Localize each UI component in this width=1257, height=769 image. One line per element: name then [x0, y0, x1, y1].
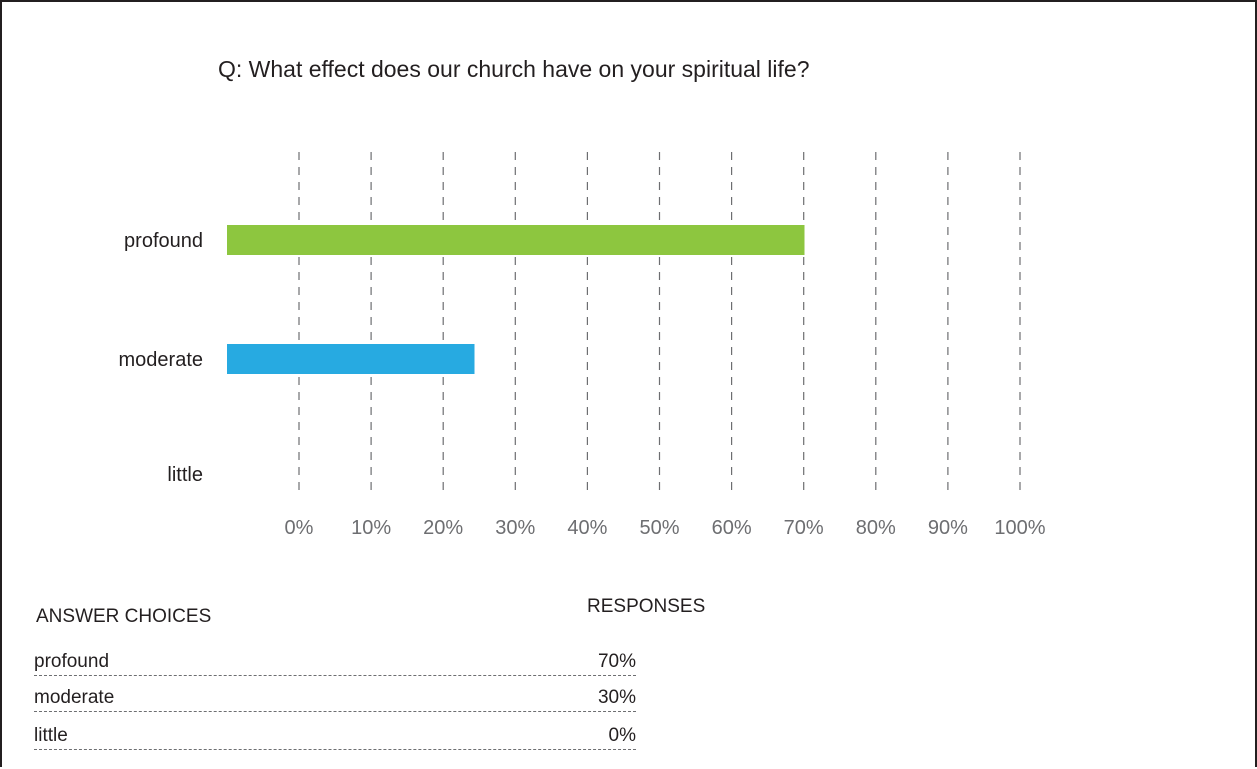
x-tick-label: 90%: [928, 517, 968, 539]
table-row: little 0%: [34, 721, 636, 750]
category-label: moderate: [119, 349, 204, 371]
answer-choice: little: [34, 725, 68, 746]
table-row: profound 70%: [34, 647, 636, 676]
x-tick-label: 0%: [285, 517, 314, 539]
response-value: 0%: [608, 725, 636, 746]
answer-choices-header: ANSWER CHOICES: [36, 606, 212, 627]
response-value: 30%: [597, 687, 636, 708]
response-value: 70%: [597, 651, 636, 672]
chart-title: Q: What effect does our church have on y…: [218, 56, 810, 82]
answer-choice: moderate: [34, 687, 115, 708]
bar-moderate: [227, 344, 475, 374]
x-tick-label: 30%: [495, 517, 535, 539]
x-tick-label: 70%: [784, 517, 824, 539]
answer-choice: profound: [34, 651, 110, 672]
x-tick-label: 60%: [712, 517, 752, 539]
x-tick-label: 40%: [567, 517, 607, 539]
responses-header: RESPONSES: [587, 596, 706, 617]
x-tick-label: 20%: [423, 517, 463, 539]
table-row: moderate 30%: [34, 683, 636, 712]
bar-chart: 0% 10% 20% 30% 40% 50% 60% 70% 80% 90% 100% profoun…: [119, 152, 1046, 539]
category-label: profound: [124, 230, 203, 252]
x-tick-label: 100%: [994, 517, 1045, 539]
bar-profound: [227, 225, 805, 255]
x-tick-label: 80%: [856, 517, 896, 539]
category-label: little: [167, 464, 203, 486]
x-tick-label: 10%: [351, 517, 391, 539]
x-tick-label: 50%: [639, 517, 679, 539]
